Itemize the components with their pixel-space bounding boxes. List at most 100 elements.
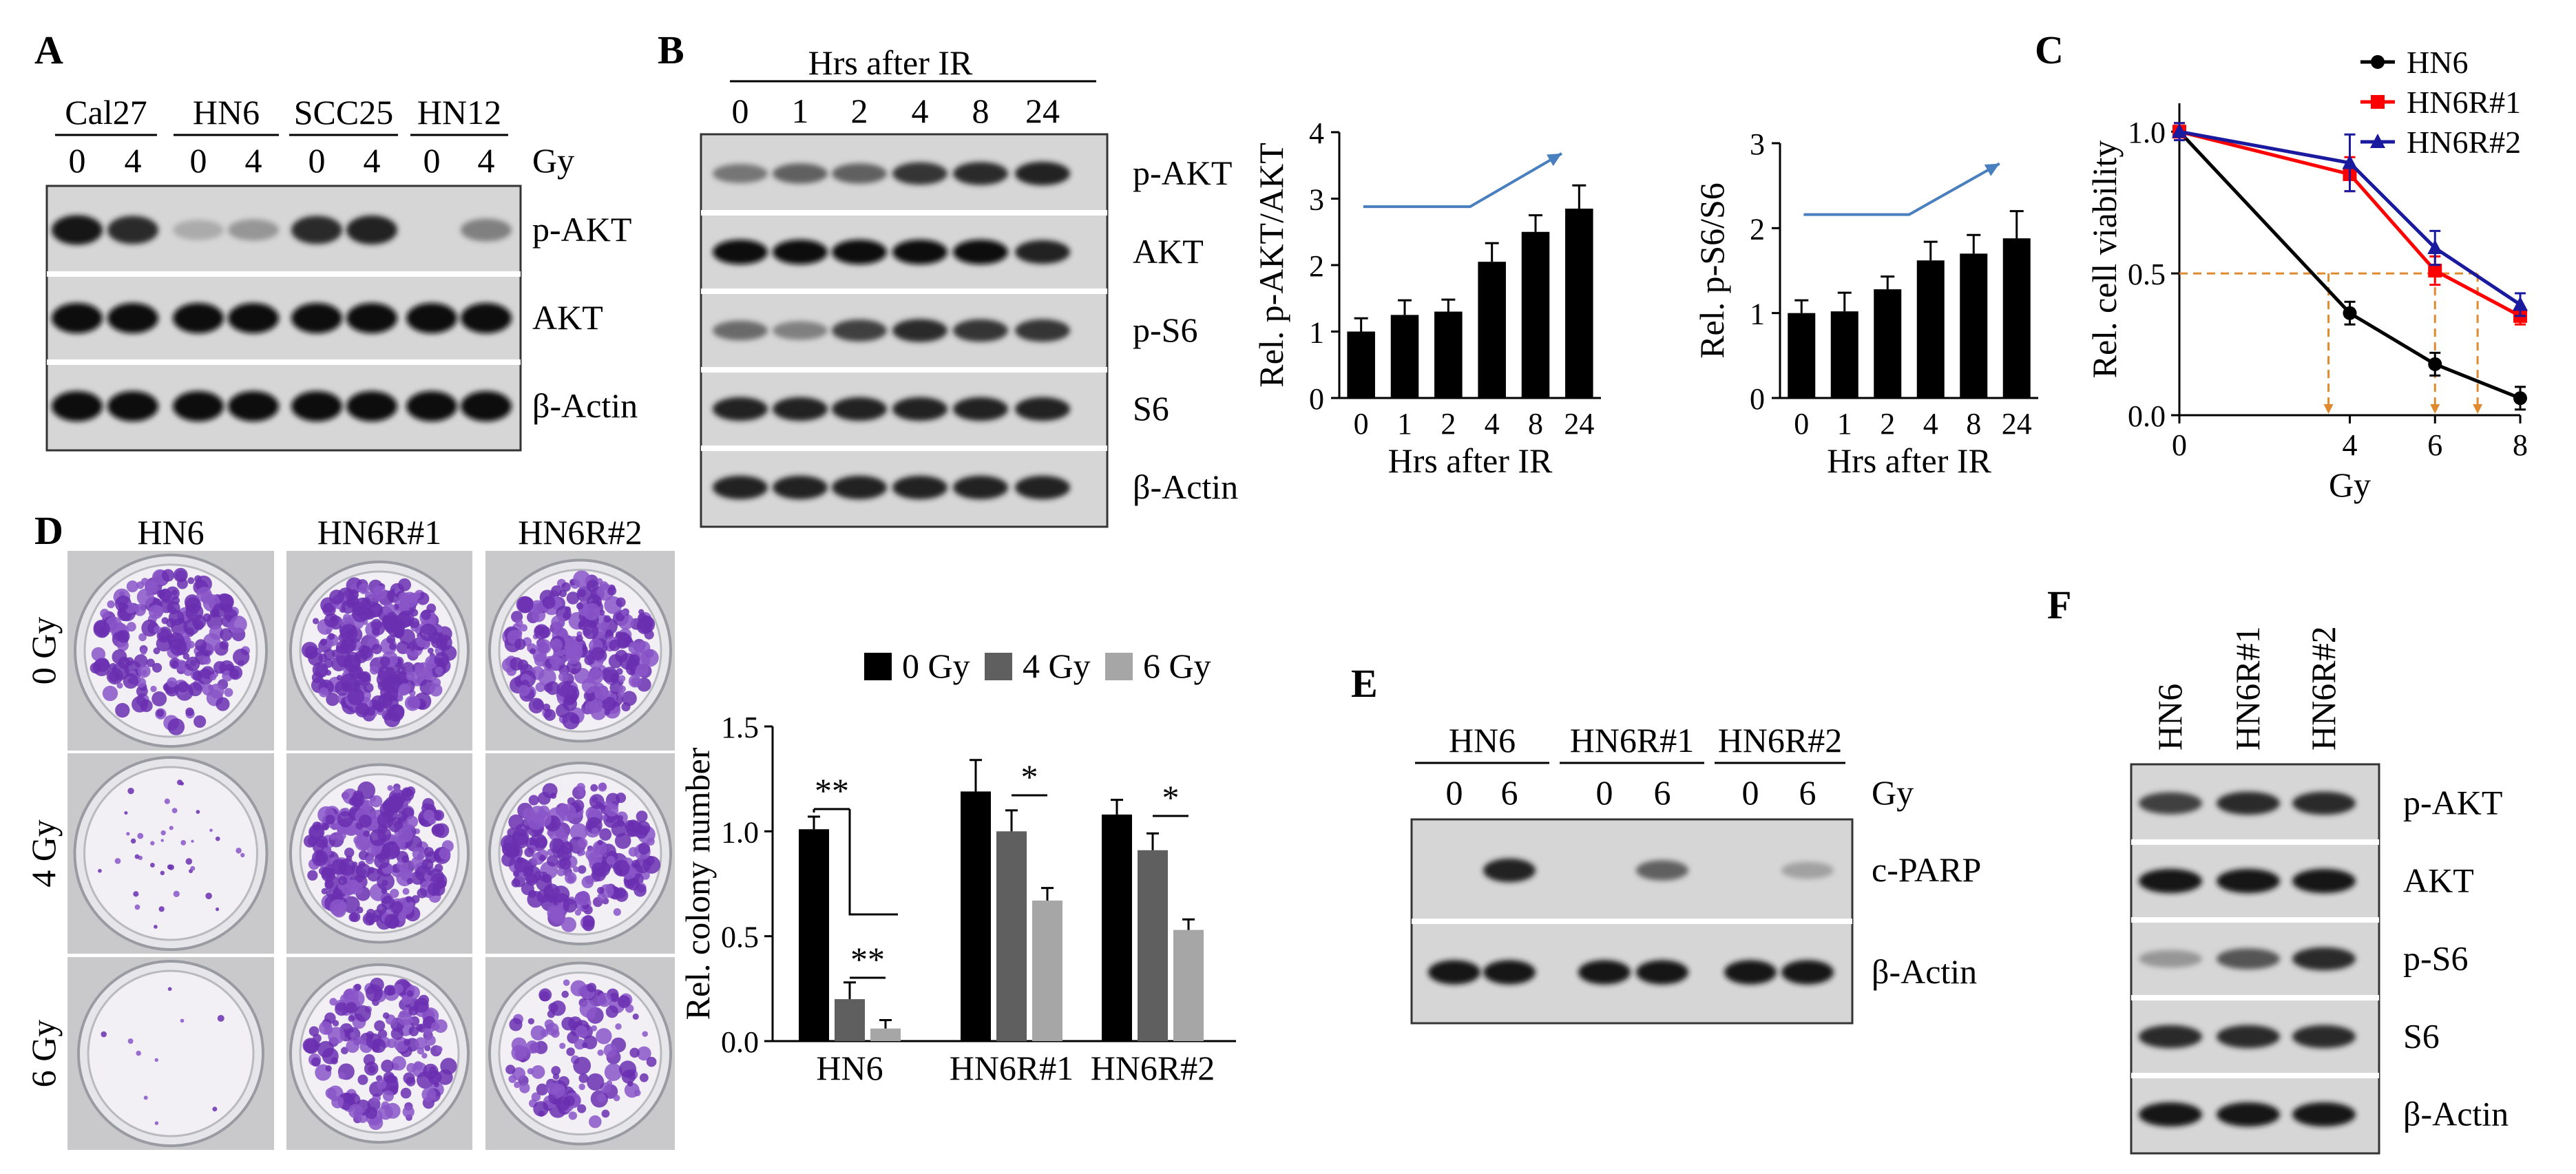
- colony: [102, 685, 118, 702]
- bar: [1788, 313, 1816, 398]
- colony: [215, 836, 220, 841]
- x-tick-label: 8: [1528, 407, 1543, 441]
- colony: [381, 896, 395, 910]
- y-axis-title: Rel. cell viability: [2085, 140, 2124, 379]
- colony: [185, 656, 200, 671]
- x-tick-label: 0: [2172, 428, 2187, 462]
- timepoint-label: 0: [732, 92, 749, 130]
- colony: [192, 671, 203, 681]
- marker-hn6r-2: [2172, 123, 2187, 138]
- legend-label-hn6: HN6: [2407, 45, 2468, 80]
- colony: [364, 682, 374, 693]
- timepoint-label: 4: [912, 92, 929, 130]
- y-tick-label: 2: [1750, 212, 1765, 246]
- series-line-hn6r-2: [2179, 129, 2522, 306]
- colony: [341, 600, 355, 614]
- blot-band: [892, 240, 947, 264]
- colony: [563, 898, 578, 913]
- colony: [224, 688, 233, 698]
- colony: [561, 582, 571, 592]
- colony: [240, 852, 245, 858]
- colony: [156, 709, 165, 717]
- significance-label: *: [1162, 778, 1180, 817]
- blot-band: [1015, 319, 1070, 342]
- colony: [134, 904, 140, 910]
- colony: [585, 806, 600, 821]
- colony: [152, 605, 164, 617]
- colony: [100, 609, 109, 618]
- colony: [112, 649, 127, 664]
- blot-divider: [47, 271, 521, 277]
- colony: [406, 1062, 417, 1073]
- colony: [358, 583, 370, 594]
- colony: [429, 683, 443, 697]
- colony: [352, 602, 367, 616]
- bar: [1347, 331, 1375, 398]
- x-tick-label: 4: [1923, 407, 1938, 441]
- colony: [336, 651, 353, 668]
- colony: [154, 1121, 159, 1125]
- colony: [325, 879, 334, 889]
- dose-label: 6: [1654, 773, 1671, 812]
- colony: [631, 859, 640, 868]
- blot-divider: [2131, 917, 2379, 923]
- y-axis-title: Rel. p-S6/S6: [1693, 182, 1731, 359]
- colony: [547, 905, 563, 921]
- colony: [406, 990, 414, 997]
- colony: [644, 629, 654, 640]
- colony: [636, 663, 649, 677]
- colony: [563, 979, 570, 986]
- colony: [185, 858, 193, 865]
- colony: [160, 839, 164, 842]
- colony: [160, 830, 166, 836]
- colony: [437, 1069, 453, 1085]
- blot-band: [1578, 863, 1631, 878]
- colony: [209, 673, 217, 681]
- colony: [602, 696, 617, 711]
- x-tick-label: 2: [1880, 407, 1895, 441]
- colony: [508, 814, 524, 830]
- blot-band: [173, 391, 224, 421]
- blot-band: [228, 303, 279, 333]
- lane-label-hn6: HN6: [2150, 684, 2189, 751]
- colony: [374, 853, 390, 869]
- colony: [308, 1026, 320, 1036]
- colony: [524, 847, 534, 857]
- bar: [2002, 238, 2031, 398]
- bar-6-gy: [1032, 900, 1062, 1041]
- colony: [374, 1020, 386, 1031]
- colony: [574, 909, 582, 916]
- panel-label-A: A: [34, 28, 63, 72]
- colony: [618, 691, 625, 698]
- group-label-hn6r-2: HN6R#2: [1718, 721, 1843, 759]
- colony: [211, 608, 219, 616]
- colony: [538, 855, 546, 861]
- blot-row-label-akt: AKT: [1133, 232, 1204, 271]
- colony: [302, 1038, 319, 1054]
- colony: [575, 1025, 588, 1038]
- x-tick-label: 1: [1397, 407, 1412, 441]
- significance-label: **: [850, 940, 885, 978]
- colony: [618, 685, 626, 693]
- marker-hn6r-2: [2370, 134, 2385, 148]
- colony: [365, 984, 383, 1002]
- panel-label-D: D: [34, 508, 63, 553]
- colony: [392, 671, 406, 685]
- blot-band: [461, 391, 512, 421]
- colony: [434, 666, 443, 675]
- y-tick-label: 0: [1750, 382, 1765, 416]
- x-tick-label: 8: [1966, 407, 1981, 441]
- colony: [388, 796, 404, 811]
- colony: [586, 1011, 596, 1020]
- colony: [615, 887, 627, 899]
- colony: [384, 711, 401, 728]
- dose-label: 0: [1596, 773, 1613, 812]
- colony: [566, 1047, 575, 1056]
- colony: [136, 588, 154, 606]
- colony: [401, 855, 410, 863]
- colony: [322, 1047, 339, 1065]
- colony: [115, 702, 130, 718]
- blot-band: [892, 319, 947, 342]
- colony: [514, 857, 529, 872]
